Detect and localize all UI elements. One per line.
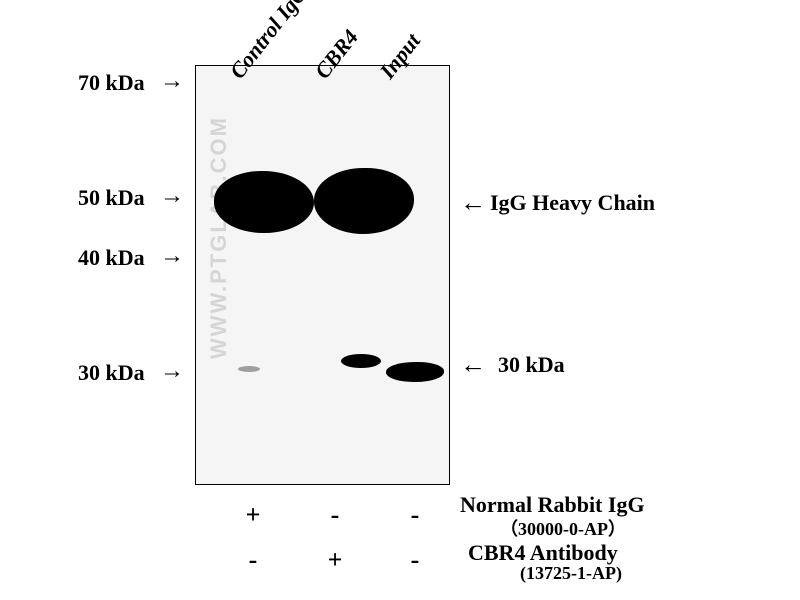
label-30kda-right: 30 kDa [498,352,565,378]
watermark-text: WWW.PTGLAB.COM [206,116,232,359]
row2-lane2-symbol: + [320,545,350,575]
row1-lane1-symbol: + [238,500,268,530]
row1-lane3-symbol: - [400,500,430,530]
arrow-30kda: ← [460,350,486,380]
arrow-igg-heavy: ← [460,188,486,218]
marker-30kda: 30 kDa [78,360,145,386]
marker-40kda-arrow: → [160,243,184,270]
label-igg-heavy-chain: IgG Heavy Chain [490,190,655,216]
band-faint-lane1-30 [238,366,260,372]
figure-container: WWW.PTGLAB.COM Control IgG CBR4 Input 70… [0,0,800,600]
marker-40kda: 40 kDa [78,245,145,271]
blot-membrane: WWW.PTGLAB.COM [195,65,450,485]
row2-lane3-symbol: - [400,545,430,575]
band-heavy-lane2 [314,168,414,234]
marker-30kda-arrow: → [160,358,184,385]
marker-50kda-arrow: → [160,183,184,210]
band-cbr4-lane2 [341,354,381,368]
row1-lane2-symbol: - [320,500,350,530]
marker-50kda: 50 kDa [78,185,145,211]
marker-70kda-arrow: → [160,68,184,95]
row1-sublabel: （30000-0-AP） [500,515,626,541]
band-heavy-lane1 [214,171,314,233]
marker-70kda: 70 kDa [78,70,145,96]
band-input-lane3 [386,362,444,382]
row2-sublabel: (13725-1-AP) [520,563,622,584]
row2-lane1-symbol: - [238,545,268,575]
